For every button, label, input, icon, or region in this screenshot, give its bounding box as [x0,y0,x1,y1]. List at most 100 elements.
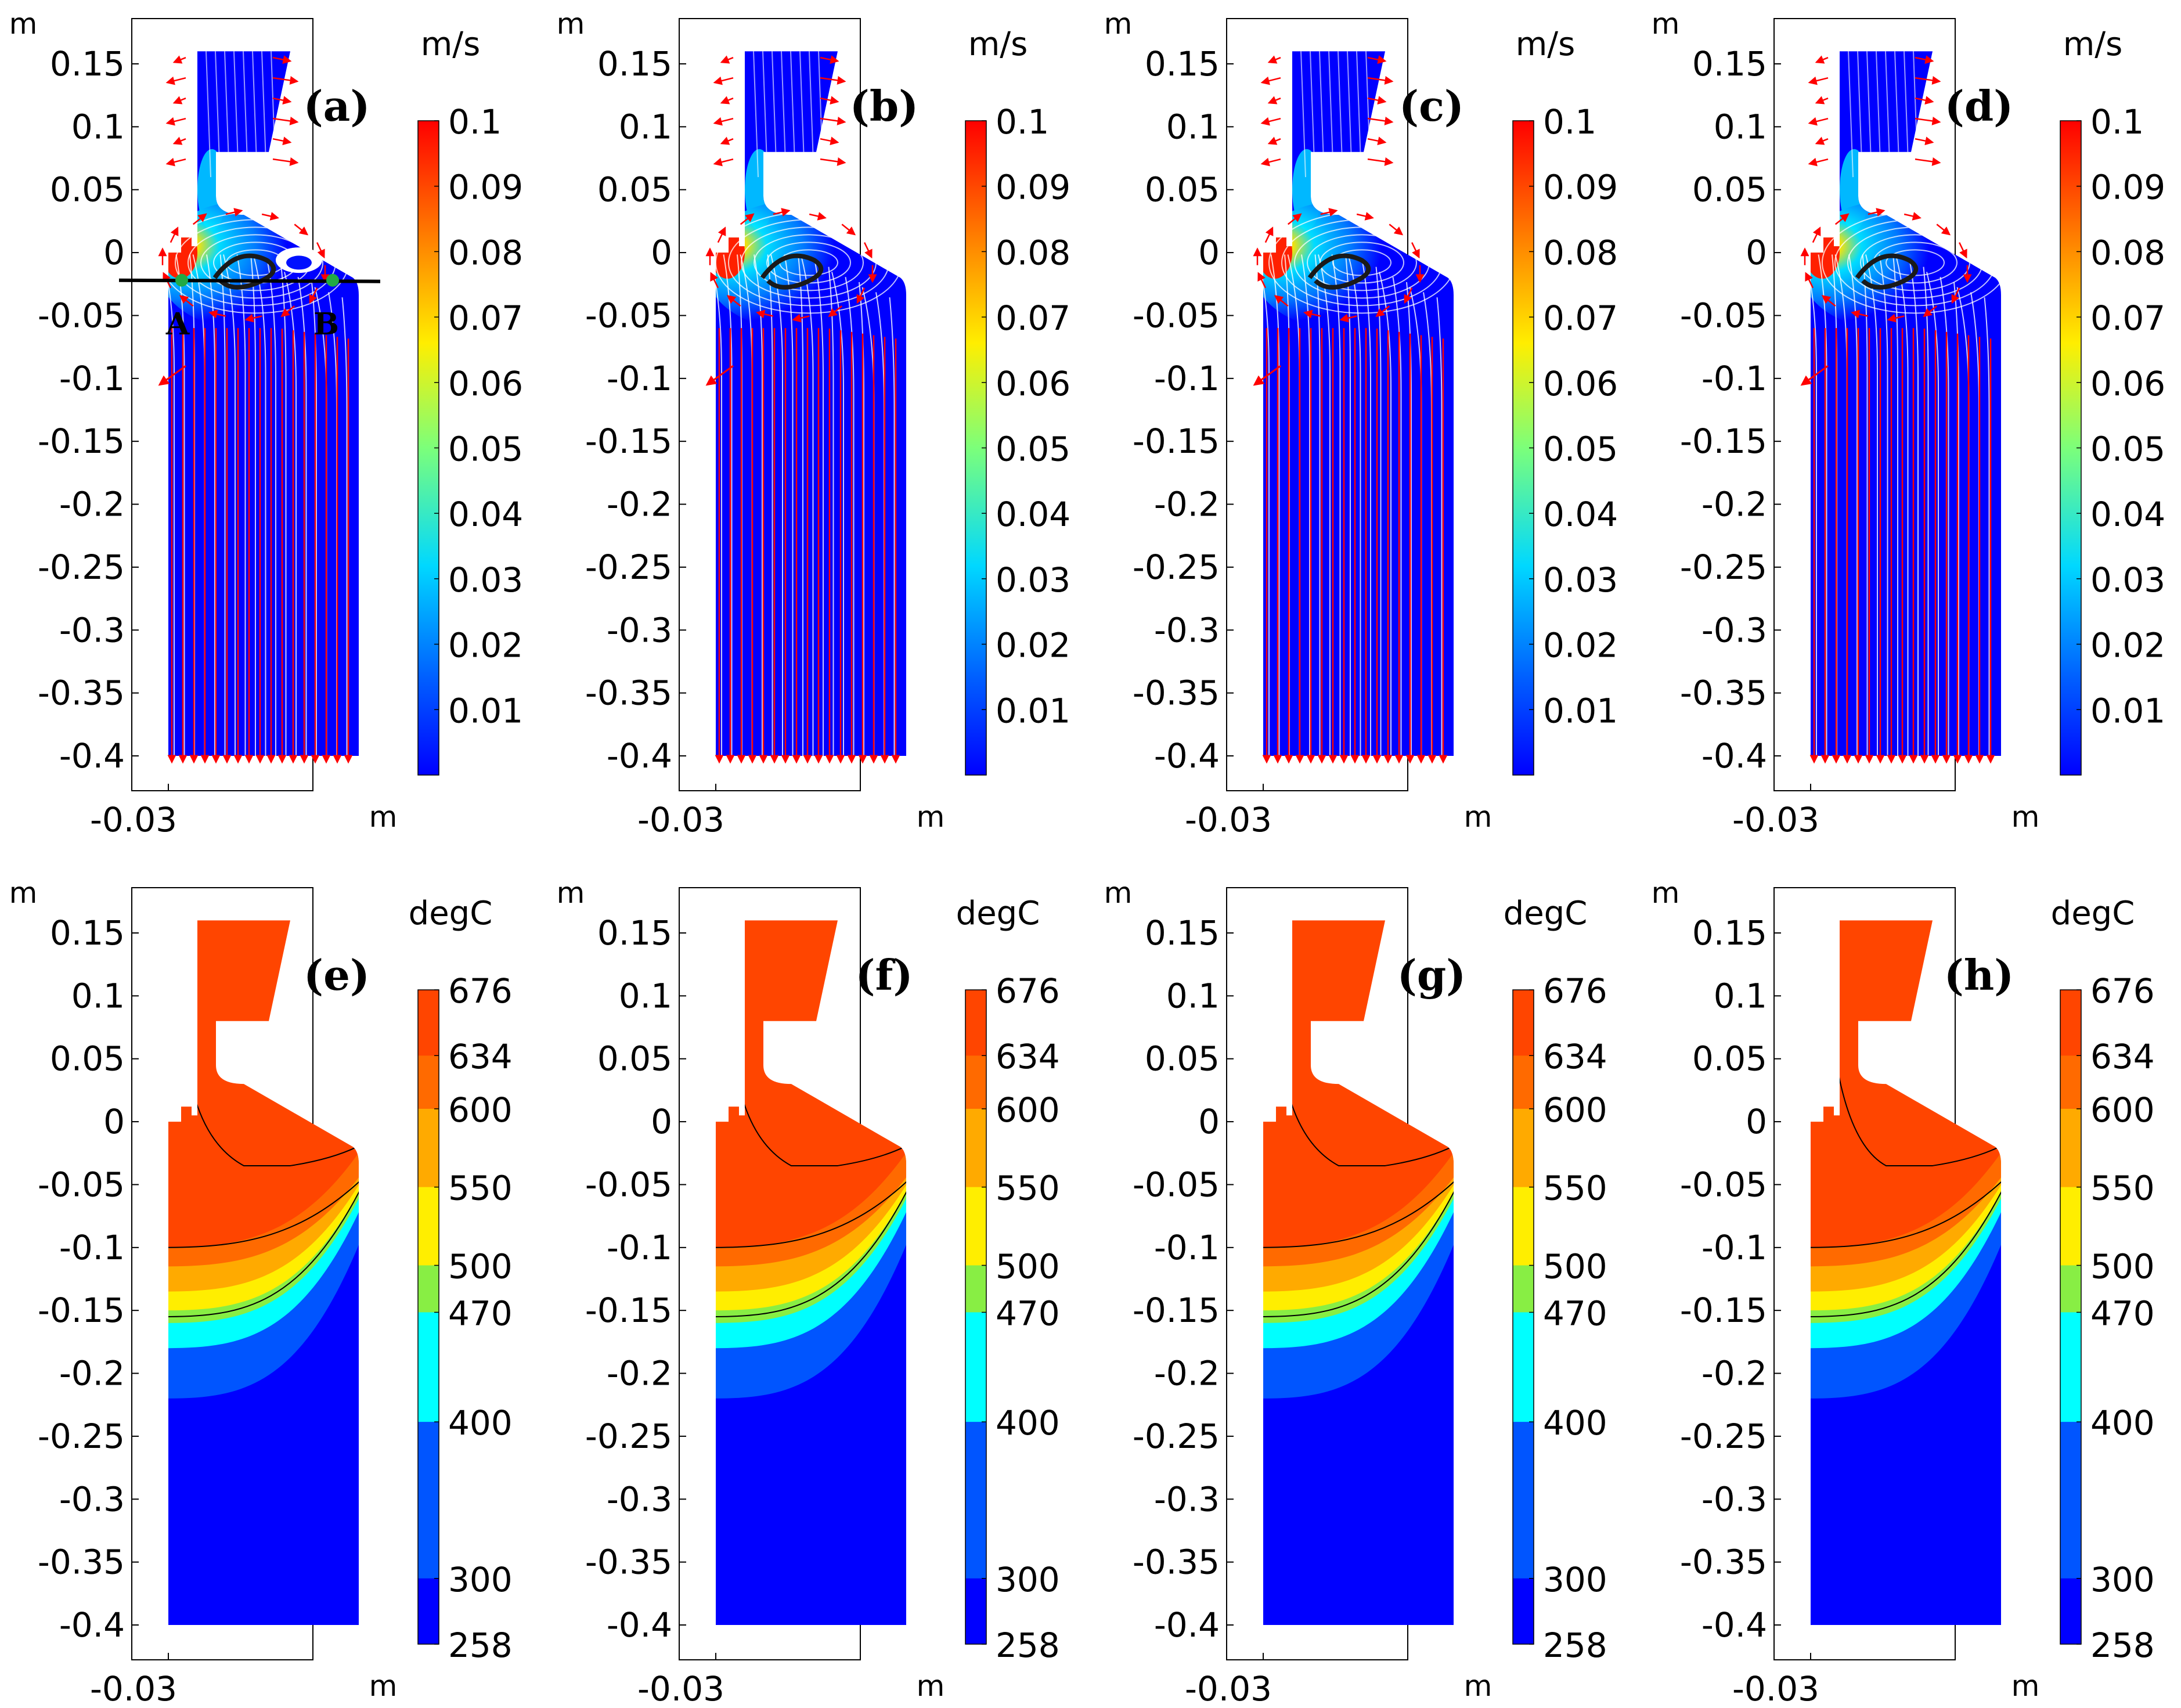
velocity-arrow [864,242,873,259]
velocity-arrow [856,287,866,304]
y-tick-label: -0.2 [1701,485,1767,524]
colorbar-tick-label: 258 [996,1626,1060,1665]
colorbar-band [418,1578,439,1645]
velocity-arrow [1367,96,1387,105]
streamline [1923,266,1929,756]
colorbar-tick-label: 0.01 [2090,691,2165,730]
colorbar-band [965,990,986,1056]
streamline [1926,272,1939,756]
velocity-arrow [828,305,843,318]
velocity-arrow [1915,116,1941,125]
band-258-300 [1811,1235,2001,1625]
y-tick-label: -0.35 [1133,673,1220,713]
velocity-arrow [740,213,755,225]
velocity-arrow [208,309,226,319]
colorbar-band [418,1108,439,1188]
temperature-field [1263,920,1454,1625]
colorbar-tick-label: 0.04 [448,495,523,534]
colorbar-band [965,1422,986,1579]
panel-label: (c) [1399,81,1464,131]
colorbar-tick-label: 0.07 [1543,298,1618,338]
x-unit-label: m [917,800,945,834]
isotherm-634 [741,1096,905,1166]
velocity-arrow [272,157,299,166]
y-tick-label: -0.2 [1154,485,1220,524]
streamline [784,254,794,756]
band-258-300 [1263,1235,1454,1625]
colorbar-tick-label: 676 [996,971,1060,1011]
y-tick-label: 0.05 [1145,170,1220,210]
recirculation-streamline [754,234,864,291]
x-tick-label: -0.03 [637,800,724,839]
velocity-arrow [1367,75,1394,85]
velocity-arrow [1253,365,1281,386]
velocity-arrow [1915,55,1934,64]
y-tick-label: 0.15 [1145,44,1220,84]
colorbar-tick-label: 0.04 [1543,495,1618,534]
velocity-arrow [1404,287,1413,304]
colorbar-tick-label: 0.08 [996,233,1070,272]
x-tick-label: -0.03 [90,800,177,839]
y-tick-label: 0.05 [1692,170,1767,210]
colorbar-tick-label: 0.08 [2090,233,2165,272]
y-tick-label: 0.05 [597,1039,672,1079]
colorbar-band [418,1265,439,1313]
y-tick-label: -0.25 [1680,1417,1767,1456]
colorbar-tick-label: 550 [448,1169,513,1208]
colorbar-tick-label: 0.04 [2090,495,2165,534]
colorbar-tick-label: 258 [2090,1626,2155,1665]
velocity-arrow [1915,75,1941,85]
y-tick-label: 0.15 [1692,913,1767,953]
y-tick-label: 0.15 [1145,913,1220,953]
isotherm-600 [716,1177,906,1248]
velocity-arrow [713,157,734,167]
y-tick-label: -0.1 [1154,359,1220,398]
y-tick-label: -0.05 [585,296,672,335]
velocity-arrow [1815,136,1829,145]
x-unit-label: m [2011,1669,2040,1703]
colorbar-tick-label: 550 [1543,1169,1607,1208]
velocity-arrow [1320,208,1338,217]
colorbar-tick-label: 0.07 [2090,298,2165,338]
isotherm-500 [168,1184,359,1318]
velocity-arrow [720,136,734,145]
recirculation-streamline [188,226,323,299]
y-tick-label: -0.25 [38,1417,125,1456]
section-line [118,278,381,283]
streamline [175,254,185,756]
streamline [168,254,175,756]
y-tick-label: -0.3 [59,610,125,650]
colorbar-tick-label: 0.09 [996,168,1070,207]
colorbar-tick-label: 0.01 [996,691,1070,730]
y-tick-label: -0.35 [585,673,672,713]
velocity-arrow [705,365,734,386]
colorbar-tick-label: 500 [1543,1247,1607,1287]
velocity-arrow [1915,136,1934,146]
y-tick-label: 0.15 [50,913,125,953]
velocity-arrow [773,208,791,217]
colorbar-tick-label: 0.04 [996,495,1070,534]
colorbar-tick-label: 0.06 [996,364,1070,403]
colorbar-band [2060,1055,2081,1109]
velocity-arrow [726,295,741,307]
colorbar-units: degC [956,895,1040,932]
colorbar-band [2060,1265,2081,1313]
velocity-arrow [1267,55,1281,64]
band-258-300 [168,1235,359,1625]
y-tick-label: 0.1 [619,107,672,146]
velocity-arrow [165,157,186,167]
velocity-arrow [1808,76,1829,85]
y-tick-label: -0.4 [59,1605,125,1645]
colorbar-band [1513,1265,1534,1313]
colorbar-band [418,1055,439,1109]
velocity-arrow [309,287,318,304]
y-tick-label: -0.05 [1133,296,1220,335]
colorbar-tick-label: 0.03 [996,560,1070,600]
velocity-arrow [720,96,734,105]
colorbar-tick-label: 500 [996,1247,1060,1287]
velocity-arrow [1915,157,1941,166]
colorbar-tick-label: 0.1 [1543,102,1596,142]
colorbar-tick-label: 400 [2090,1403,2155,1443]
velocity-arrow [820,75,846,85]
colorbar-units: degC [2051,895,2135,932]
